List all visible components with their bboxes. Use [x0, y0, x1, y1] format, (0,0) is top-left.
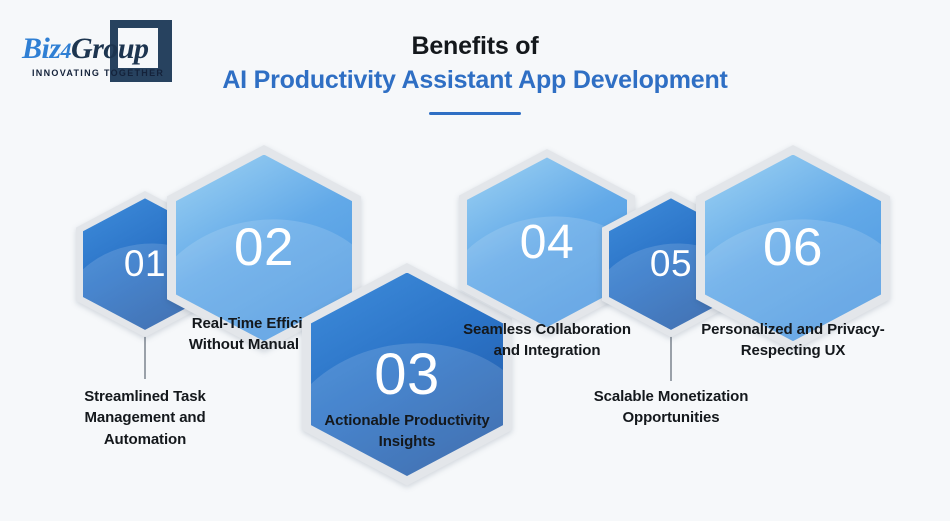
hexagon-number: 06 — [763, 218, 823, 278]
hexagon-badge-04[interactable]: 04 — [459, 149, 635, 336]
benefit-label-04: Seamless Collaboration and Integration — [463, 321, 631, 360]
header: Biz4Group INNOVATING TOGETHER Benefits o… — [0, 0, 950, 130]
title-line-primary: Benefits of — [411, 32, 539, 60]
benefit-label-01: Streamlined Task Management and Automati… — [84, 388, 206, 448]
page-title: Benefits of AI Productivity Assistant Ap… — [200, 30, 750, 115]
logo-wordmark: Biz4Group — [22, 32, 152, 66]
hexagon-badge-06[interactable]: 06 — [696, 145, 890, 351]
benefit-label-02: Real-Time Efficiency Without Manual Inpu… — [188, 315, 340, 354]
logo-text-biz: Biz — [22, 32, 61, 65]
hexagon-number: 05 — [649, 243, 693, 285]
logo-text-four: 4 — [60, 38, 72, 63]
logo-tagline: INNOVATING TOGETHER — [32, 68, 165, 78]
hexagon-face: 03 — [311, 272, 503, 477]
title-line-accent: AI Productivity Assistant App Developmen… — [222, 66, 728, 94]
hexagon-number: 01 — [123, 243, 167, 285]
logo-bracket-notch — [118, 28, 158, 68]
benefit-label-03: Actionable Productivity Insights — [324, 412, 490, 451]
hexagon-number: 02 — [234, 218, 294, 278]
benefit-label-06: Personalized and Privacy-Respecting UX — [701, 321, 885, 360]
hexagon-badge-03[interactable]: 03 — [302, 263, 512, 486]
hexagon-number: 03 — [374, 341, 440, 407]
benefit-label-05: Scalable Monetization Opportunities — [593, 388, 749, 427]
title-underline-rule — [429, 112, 521, 115]
logo-text-group: Group — [71, 32, 149, 65]
hexagon-number: 04 — [519, 215, 575, 269]
brand-logo: Biz4Group INNOVATING TOGETHER — [22, 18, 187, 90]
